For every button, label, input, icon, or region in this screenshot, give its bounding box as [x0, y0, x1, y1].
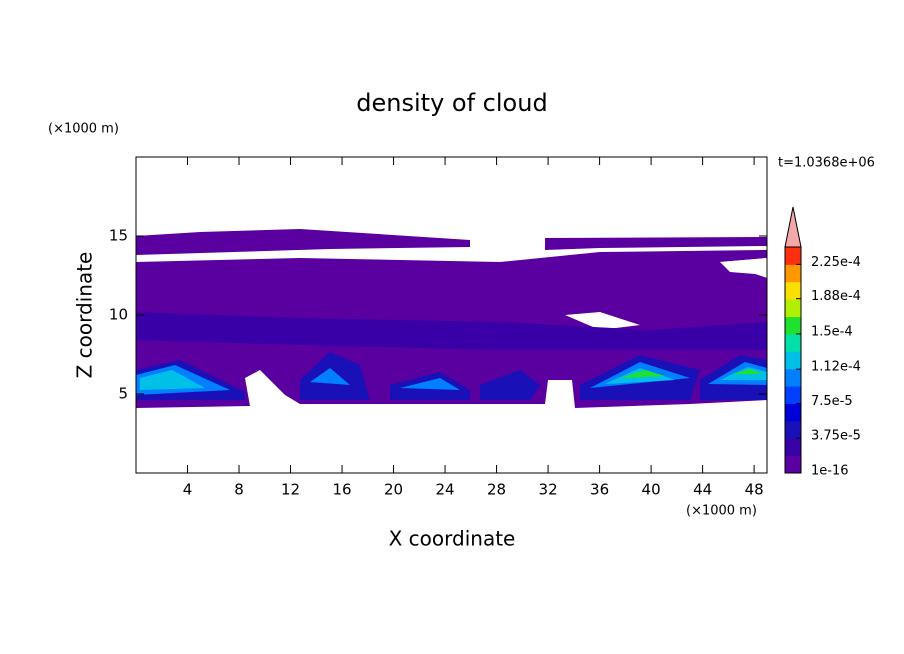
y-tick-label: 15	[109, 227, 128, 245]
colorbar: 1e-16 3.75e-5 7.5e-5 1.12e-4 1.5e-4 1.88e-4 2.…	[784, 206, 861, 479]
chart-title: density of cloud	[356, 89, 547, 117]
colorbar-tick-label: 3.75e-5	[811, 429, 861, 444]
x-tick-label: 32	[539, 481, 558, 499]
colorbar-band	[785, 438, 801, 457]
x-tick-label: 12	[281, 481, 300, 499]
x-tick-label: 20	[384, 481, 403, 499]
contour-region	[136, 352, 767, 400]
colorbar-band	[785, 403, 801, 422]
contour-region	[565, 258, 767, 330]
contour-region	[545, 237, 767, 250]
colorbar-band	[785, 351, 801, 370]
contour-region	[140, 367, 767, 390]
x-tick-label: 28	[487, 481, 506, 499]
colorbar-band	[785, 264, 801, 283]
colorbar-band	[785, 368, 801, 387]
colorbar-tick-label: 1.12e-4	[811, 360, 861, 375]
colorbar-band	[785, 386, 801, 404]
contour-field	[136, 229, 767, 408]
x-tick-label: 40	[642, 481, 661, 499]
colorbar-band	[785, 316, 801, 335]
contour-region	[136, 229, 470, 255]
x-tick-label: 24	[436, 481, 455, 499]
colorbar-tick-label: 7.5e-5	[811, 394, 853, 409]
colorbar-tick-label: 1.5e-4	[811, 324, 853, 339]
colorbar-band	[785, 247, 801, 265]
colorbar-frame	[784, 246, 802, 474]
colorbar-extend	[784, 206, 802, 248]
y-unit: (×1000 m)	[48, 122, 119, 137]
y-tick-label: 5	[118, 385, 128, 403]
colorbar-tick-label: 1.88e-4	[811, 289, 861, 304]
x-tick-label: 36	[590, 481, 609, 499]
x-tick-label: 16	[332, 481, 351, 499]
contour-region	[620, 369, 762, 378]
x-unit: (×1000 m)	[686, 504, 757, 519]
contour-region	[136, 312, 767, 350]
colorbar-band	[785, 333, 801, 352]
x-tick-label: 44	[693, 481, 712, 499]
colorbar-tick-label: 1e-16	[811, 464, 849, 479]
x-tick-label: 8	[234, 481, 244, 499]
colorbar-band	[785, 420, 801, 439]
x-tick-label: 48	[745, 481, 764, 499]
colorbar-tick-label: 2.25e-4	[811, 255, 861, 270]
annotation: t=1.0368e+06	[778, 156, 875, 171]
x-tick-label: 4	[183, 481, 193, 499]
colorbar-band	[785, 455, 801, 474]
y-axis-label: Z coordinate	[73, 252, 97, 379]
x-axis-label: X coordinate	[389, 527, 516, 551]
y-tick-label: 10	[109, 306, 128, 324]
colorbar-band	[785, 281, 801, 300]
colorbar-band	[785, 299, 801, 318]
